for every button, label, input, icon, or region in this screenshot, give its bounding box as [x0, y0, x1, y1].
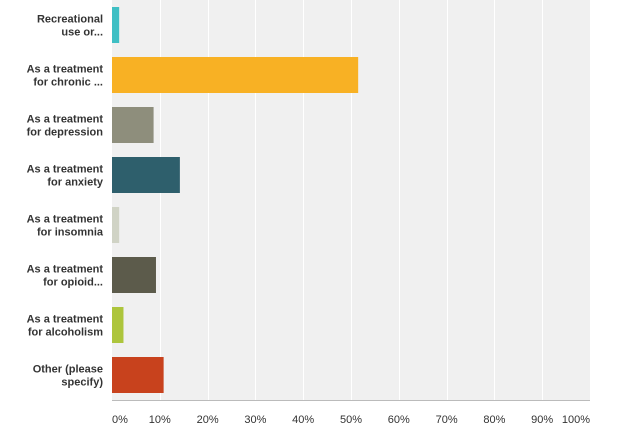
- category-label-line: use or...: [61, 27, 103, 39]
- category-label-line: for alcoholism: [28, 327, 103, 339]
- category-label-line: As a treatment: [27, 114, 104, 126]
- x-tick-labels: 0% 10% 20% 30% 40% 50% 60% 70% 80% 90% 100%: [112, 414, 590, 426]
- category-label: As a treatment for chronic ...: [27, 64, 104, 89]
- category-label-line: As a treatment: [27, 64, 104, 76]
- x-tick-label: 30%: [244, 414, 266, 426]
- x-tick-label: 70%: [436, 414, 458, 426]
- category-label-line: Other (please: [33, 364, 103, 376]
- x-tick-label: 40%: [292, 414, 314, 426]
- category-label-line: As a treatment: [27, 214, 104, 226]
- category-label-line: specify): [61, 377, 103, 389]
- x-tick-label: 90%: [531, 414, 553, 426]
- category-label-line: As a treatment: [27, 314, 104, 326]
- category-label-line: for insomnia: [37, 227, 104, 239]
- category-label: As a treatment for alcoholism: [27, 314, 104, 339]
- bar: [112, 357, 164, 393]
- category-label-line: for depression: [27, 127, 104, 139]
- category-label: As a treatment for depression: [27, 114, 104, 139]
- x-tick-label: 10%: [149, 414, 171, 426]
- x-tick-label: 0%: [112, 414, 128, 426]
- x-tick-label: 80%: [483, 414, 505, 426]
- x-tick-label: 60%: [388, 414, 410, 426]
- category-label-line: As a treatment: [27, 264, 104, 276]
- bar: [112, 257, 156, 293]
- bar: [112, 7, 120, 43]
- bar: [112, 157, 180, 193]
- x-tick-label: 100%: [562, 414, 590, 426]
- category-label: As a treatment for opioid...: [27, 264, 104, 289]
- bar: [112, 207, 120, 243]
- category-label-line: for chronic ...: [33, 77, 103, 89]
- bar: [112, 57, 359, 93]
- category-label-line: for anxiety: [47, 177, 104, 189]
- bar: [112, 307, 124, 343]
- x-tick-label: 50%: [340, 414, 362, 426]
- bars: [112, 7, 359, 393]
- category-label: As a treatment for anxiety: [27, 164, 104, 189]
- category-label: Other (please specify): [33, 364, 104, 389]
- category-label-line: Recreational: [37, 14, 103, 26]
- x-tick-label: 20%: [197, 414, 219, 426]
- category-label: Recreational use or...: [37, 14, 103, 39]
- category-labels: Recreational use or...As a treatment for c…: [27, 14, 104, 389]
- bar: [112, 107, 154, 143]
- category-label-line: for opioid...: [43, 277, 103, 289]
- category-label-line: As a treatment: [27, 164, 104, 176]
- category-label: As a treatment for insomnia: [27, 214, 104, 239]
